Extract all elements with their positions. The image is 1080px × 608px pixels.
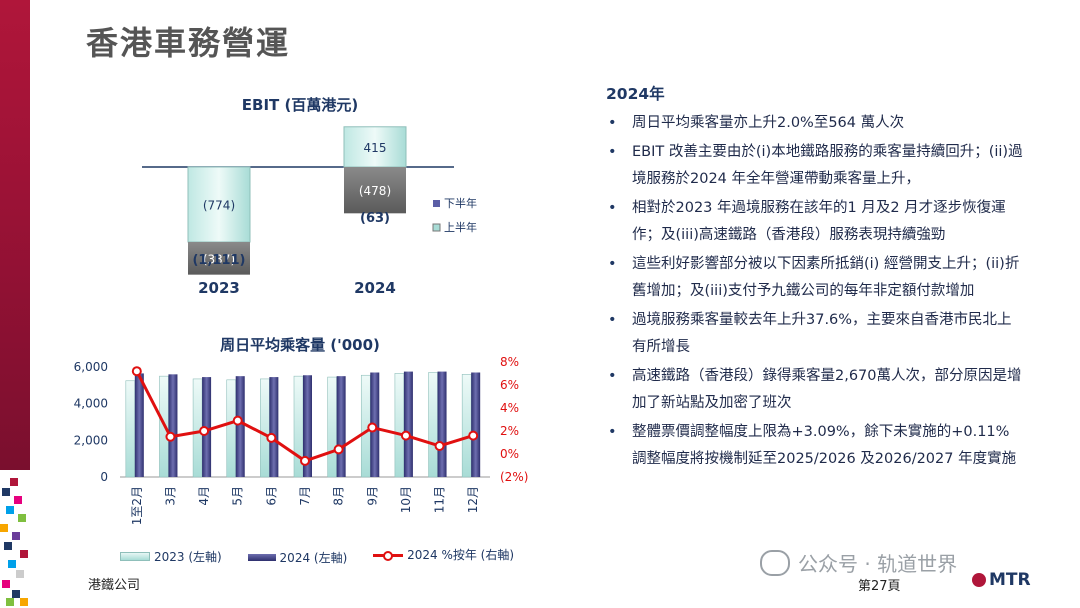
x-tick-1至2月: 1至2月 [130,486,144,525]
ebit-year-2024: 2024 [354,279,396,297]
pct-point-5月 [232,415,243,426]
x-tick-7月: 7月 [298,486,312,506]
x-tick-8月: 8月 [332,486,346,506]
pct-point-7月 [300,455,310,466]
ridership-chart-title: 周日平均乘客量 ('000) [220,336,380,354]
wechat-icon [760,549,790,576]
right-tick: 4% [500,401,519,415]
ebit-legend-h1: 上半年 [444,220,477,234]
note-item: 整體票價調整幅度上限為+3.09%，餘下未實施的+0.11% 調整幅度將按機制延… [606,419,1024,473]
x-tick-9月: 9月 [365,486,379,506]
note-item: 過境服務乘客量較去年上升37.6%，主要來自香港市民北上有所增長 [606,307,1024,361]
pct-point-8月 [333,444,344,455]
notes-panel: 2024年 周日平均乘客量亦上升2.0%至564 萬人次 EBIT 改善主要由於… [606,82,1024,475]
pct-point-10月 [400,430,411,441]
left-tick: 6,000 [74,360,108,374]
bar-2024-10月 [403,371,413,477]
bar-2024-7月 [303,375,312,477]
note-item: EBIT 改善主要由於(i)本地鐵路服務的乘客量持續回升；(ii)過境服務於20… [606,139,1024,193]
ebit-total-2024: (63) [360,211,390,226]
watermark: 公众号 · 轨道世界 [760,548,957,577]
right-tick: 2% [500,424,519,438]
page-title: 香港車務營運 [86,24,291,62]
ebit-legend-h2-swatch [433,200,440,207]
ebit-chart-title: EBIT (百萬港元) [241,96,359,114]
x-tick-10月: 10月 [399,486,413,513]
legend-2023: 2023 (左軸) [120,548,222,565]
bar-2023-8月 [327,376,337,478]
bar-2024-5月 [235,376,245,477]
right-tick: 0% [500,447,519,461]
pct-point-6月 [266,432,277,443]
note-item: 周日平均乘客量亦上升2.0%至564 萬人次 [606,110,1024,137]
ebit-legend-h1-swatch [432,223,441,232]
ebit-label-h1-2024: 415 [364,141,387,155]
company-name: 港鐵公司 [88,578,141,593]
bar-2024-8月 [336,376,346,477]
notes-list: 周日平均乘客量亦上升2.0%至564 萬人次 EBIT 改善主要由於(i)本地鐵… [606,110,1024,473]
pct-point-4月 [199,426,210,436]
x-tick-12月: 12月 [466,486,480,513]
note-item: 這些利好影響部分被以下因素所抵銷(i) 經營開支上升；(ii)折舊增加；及(ii… [606,251,1024,305]
pct-point-1至2月 [131,366,142,377]
ebit-bar-h1-2023 [187,166,251,243]
pct-point-11月 [434,440,445,451]
ebit-year-2023: 2023 [198,279,240,297]
bar-2024-6月 [269,377,279,477]
bar-2023-11月 [428,372,438,478]
pct-point-3月 [165,431,176,442]
x-tick-3月: 3月 [163,486,177,506]
bar-2024-3月 [168,374,178,477]
ebit-total-2023: (1,111) [192,253,245,268]
bar-2023-5月 [226,379,237,478]
left-tick: 4,000 [74,397,108,411]
bar-2024-11月 [437,371,447,477]
ebit-bar-h2-2024 [344,167,406,214]
mtr-logo: MTR [972,570,1031,590]
x-tick-5月: 5月 [231,486,245,506]
legend-2024: 2024 (左軸) [247,549,347,566]
note-item: 高速鐵路（香港段）錄得乘客量2,670萬人次，部分原因是增加了新站點及加密了班次 [606,363,1024,417]
x-tick-4月: 4月 [197,486,211,506]
mtr-logo-icon [972,573,986,587]
page-number: 第27頁 [858,579,901,594]
ridership-legend: 2023 (左軸) 2024 (左軸) 2024 %按年 (右軸) [120,546,536,566]
x-tick-11月: 11月 [433,486,447,513]
bar-2024-1至2月 [134,373,144,477]
right-tick: (2%) [500,470,528,484]
x-tick-6月: 6月 [264,486,278,506]
bar-2023-6月 [260,378,270,478]
note-item: 相對於2023 年過境服務在該年的1 月及2 月才逐步恢復運作；及(iii)高速… [606,195,1024,249]
ebit-label-h1-2023: (774) [203,199,235,213]
left-tick: 2,000 [74,433,108,447]
left-tick: 0 [100,470,108,484]
notes-heading: 2024年 [606,85,665,103]
decorative-mosaic [0,470,30,608]
bar-2023-1至2月 [125,380,136,478]
pct-point-12月 [468,430,479,441]
ebit-bar-h2-2023 [188,242,250,275]
ebit-bar-h1-2024 [343,126,407,168]
bar-2023-12月 [461,374,472,478]
ebit-label-h2-2023: (337) [203,252,235,266]
bar-2024-12月 [471,372,481,477]
right-tick: 8% [500,355,519,369]
legend-pct: 2024 %按年 (右軸) [373,546,514,563]
left-brand-band [0,0,30,470]
pct-point-9月 [367,422,378,433]
right-tick: 6% [500,378,519,392]
ebit-label-h2-2024: (478) [359,184,391,198]
ebit-legend-h2: 下半年 [444,196,477,210]
bar-2023-10月 [394,373,405,478]
